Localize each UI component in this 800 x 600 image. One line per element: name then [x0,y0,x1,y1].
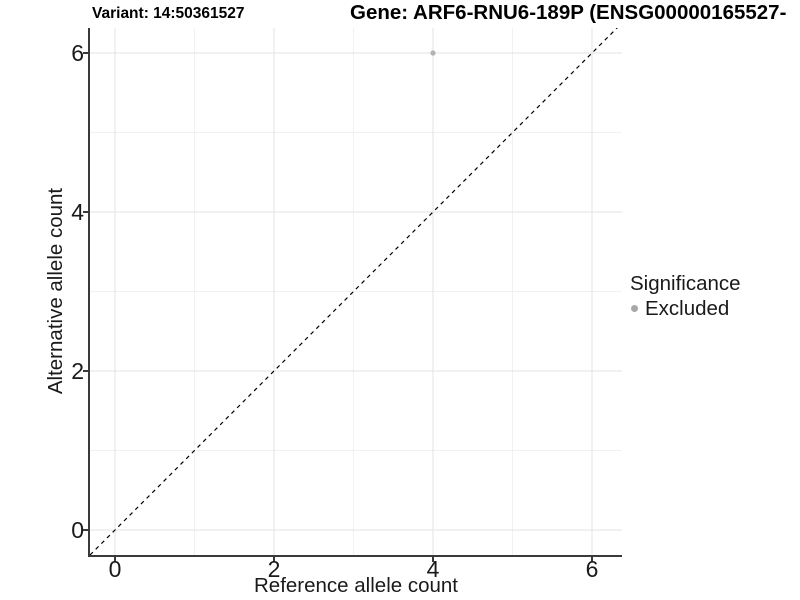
legend: Significance Excluded [630,272,741,320]
x-tick-label: 2 [267,556,281,582]
x-tick-label: 0 [108,556,122,582]
y-tick-label: 4 [71,199,84,225]
y-tick-label: 6 [71,40,84,66]
y-tick-mark [83,52,88,54]
legend-item-excluded: Excluded [630,297,741,320]
plot-title-variant: Variant: 14:50361527 [92,5,245,22]
legend-title: Significance [630,272,741,295]
x-tick-mark [114,557,116,562]
y-tick-mark [83,529,88,531]
x-tick-mark [273,557,275,562]
excluded-point-icon [631,305,638,312]
x-tick-label: 6 [585,556,599,582]
x-axis-title: Reference allele count [254,574,458,597]
y-tick-mark [83,370,88,372]
y-axis-title: Alternative allele count [44,187,67,395]
x-tick-mark [591,557,593,562]
y-tick-mark [83,211,88,213]
scatter-plot-area [90,28,622,555]
y-tick-label: 0 [71,517,84,543]
legend-item-label: Excluded [645,296,730,320]
x-tick-mark [432,557,434,562]
y-tick-label: 2 [71,358,84,384]
plot-title-gene: Gene: ARF6-RNU6-189P (ENSG00000165527- [350,1,787,24]
x-tick-label: 4 [426,556,440,582]
plot-panel [88,28,622,557]
